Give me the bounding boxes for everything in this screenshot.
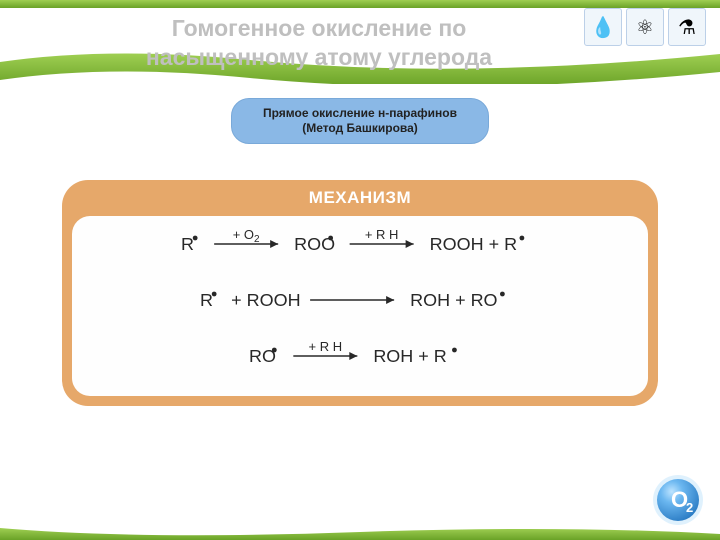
svg-text:+ ROOH: + ROOH: [231, 290, 300, 310]
svg-text:+ R H: + R H: [365, 227, 399, 242]
title-line1: Гомогенное окисление по: [172, 15, 467, 41]
water-icon: 💧: [584, 8, 622, 46]
reaction-2: R + ROOH ROH + RO: [196, 284, 523, 312]
footer-bar: [0, 528, 720, 540]
sub-badge-line2: (Метод Башкирова): [302, 121, 418, 135]
header: Гомогенное окисление по насыщенному атом…: [0, 0, 720, 86]
sub-badge: Прямое окисление н-парафинов (Метод Башк…: [231, 98, 489, 144]
svg-text:ROH + R: ROH + R: [373, 346, 446, 366]
mechanism-panel: МЕХАНИЗМ R+ O2ROO+ R HROOH + R R+ ROOHRO…: [60, 178, 660, 408]
title-line2: насыщенному атому углерода: [146, 44, 492, 70]
svg-text:ROOH + R: ROOH + R: [430, 234, 517, 254]
o2-sub: 2: [686, 500, 693, 515]
atom-icon: ⚛: [626, 8, 664, 46]
svg-text:R: R: [200, 290, 213, 310]
svg-text:R: R: [181, 234, 194, 254]
flask-icon-glyph: ⚗: [678, 15, 696, 40]
reaction-3: RO + R H ROH + R: [245, 340, 475, 368]
sub-badge-line1: Прямое окисление н-парафинов: [263, 106, 457, 120]
svg-text:+ R H: + R H: [308, 339, 342, 354]
panel-title: МЕХАНИЗМ: [60, 188, 660, 208]
header-icons: 💧 ⚛ ⚗: [584, 8, 706, 46]
svg-text:RO: RO: [249, 346, 276, 366]
water-icon-glyph: 💧: [591, 15, 616, 40]
atom-icon-glyph: ⚛: [636, 15, 654, 40]
page-title: Гомогенное окисление по насыщенному атом…: [94, 14, 544, 72]
reactions: R+ O2ROO+ R HROOH + R R+ ROOHROH + RO RO…: [60, 228, 660, 368]
panel-title-text: МЕХАНИЗМ: [309, 188, 411, 207]
reaction-1: R+ O2ROO+ R HROOH + R: [177, 228, 543, 256]
flask-icon: ⚗: [668, 8, 706, 46]
svg-text:ROH + RO: ROH + RO: [410, 290, 497, 310]
o2-badge-icon: O 2: [652, 474, 704, 526]
svg-text:+ O2: + O2: [233, 227, 260, 245]
